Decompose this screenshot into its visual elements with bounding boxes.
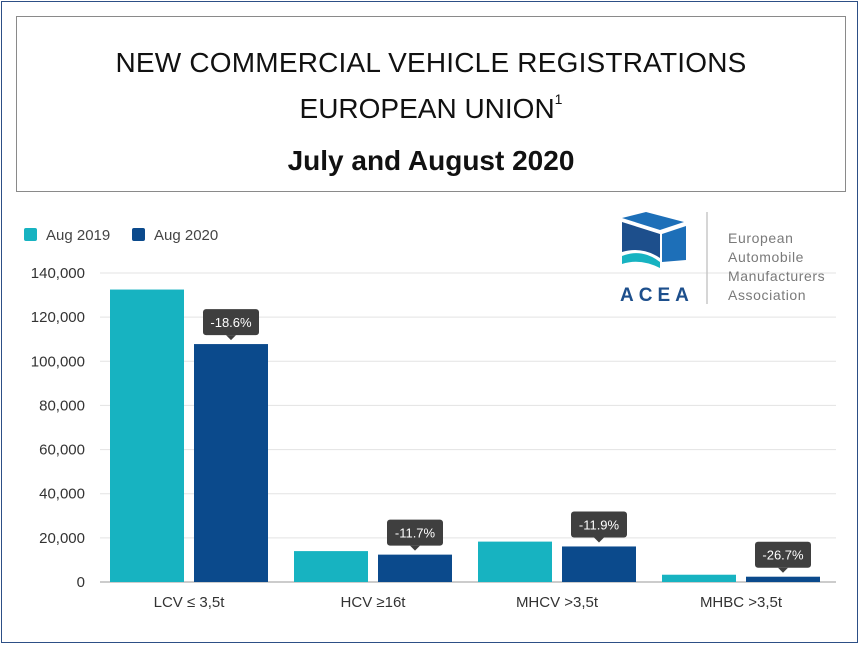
legend-label: Aug 2020 bbox=[154, 227, 218, 244]
axis-labels: 0 20,000 40,000 60,000 80,000 100,000 120,000 1… bbox=[31, 265, 783, 611]
acea-line-4: Association bbox=[728, 287, 806, 303]
change-label-text: -11.7% bbox=[395, 526, 436, 541]
bar-aug2020 bbox=[194, 344, 268, 582]
y-tick-label: 60,000 bbox=[39, 442, 85, 459]
x-category-label: LCV ≤ 3,5t bbox=[154, 594, 226, 611]
change-label-pointer bbox=[410, 545, 420, 551]
y-tick-label: 0 bbox=[77, 574, 85, 591]
y-tick-label: 140,000 bbox=[31, 265, 85, 282]
change-label-pointer bbox=[778, 567, 788, 573]
change-label: -11.7% bbox=[387, 519, 443, 551]
legend-label: Aug 2019 bbox=[46, 227, 110, 244]
y-tick-label: 100,000 bbox=[31, 353, 85, 370]
bar-aug2020 bbox=[746, 576, 820, 582]
change-label-text: -11.9% bbox=[579, 517, 620, 532]
change-label: -18.6% bbox=[203, 309, 259, 341]
acea-logo: ACEA European Automobile Manufacturers A… bbox=[620, 212, 825, 306]
bars: -18.6% -11.7% -11.9% -26.7% bbox=[110, 289, 820, 582]
acea-acronym: ACEA bbox=[620, 285, 694, 306]
change-label-text: -26.7% bbox=[762, 548, 804, 563]
acea-line-3: Manufacturers bbox=[728, 268, 825, 284]
legend: Aug 2019 Aug 2020 bbox=[24, 227, 218, 244]
y-tick-label: 80,000 bbox=[39, 397, 85, 414]
change-label-bg bbox=[571, 511, 627, 538]
change-label-bg bbox=[387, 519, 443, 546]
bar-aug2020 bbox=[378, 554, 452, 582]
y-tick-label: 20,000 bbox=[39, 530, 85, 547]
acea-line-1: European bbox=[728, 230, 794, 246]
title-box: NEW COMMERCIAL VEHICLE REGISTRATIONS EUR… bbox=[16, 16, 846, 192]
bar-aug2019 bbox=[294, 551, 368, 582]
x-category-label: HCV ≥16t bbox=[341, 594, 407, 611]
bar-aug2019 bbox=[478, 541, 552, 582]
title-line-2: EUROPEAN UNION1 bbox=[17, 91, 845, 125]
y-tick-label: 120,000 bbox=[31, 309, 85, 326]
change-label: -11.9% bbox=[571, 511, 627, 543]
title-line-2-text: EUROPEAN UNION bbox=[299, 93, 555, 124]
bar-aug2020 bbox=[562, 546, 636, 582]
bar-aug2019 bbox=[662, 574, 736, 582]
y-tick-label: 40,000 bbox=[39, 486, 85, 503]
change-label-text: -18.6% bbox=[210, 315, 252, 330]
legend-swatch bbox=[132, 228, 145, 241]
x-category-label: MHBC >3,5t bbox=[700, 594, 783, 611]
change-label: -26.7% bbox=[755, 541, 811, 573]
acea-line-2: Automobile bbox=[728, 249, 804, 265]
change-label-pointer bbox=[226, 335, 236, 341]
acea-logo-icon bbox=[622, 212, 686, 268]
legend-swatch bbox=[24, 228, 37, 241]
title-period: July and August 2020 bbox=[287, 145, 575, 176]
title-line-1: NEW COMMERCIAL VEHICLE REGISTRATIONS bbox=[115, 47, 747, 78]
change-label-bg bbox=[203, 309, 259, 336]
change-label-pointer bbox=[594, 537, 604, 543]
footnote-marker: 1 bbox=[554, 91, 563, 107]
x-category-label: MHCV >3,5t bbox=[516, 594, 599, 611]
bar-aug2019 bbox=[110, 289, 184, 582]
change-label-bg bbox=[755, 541, 811, 568]
